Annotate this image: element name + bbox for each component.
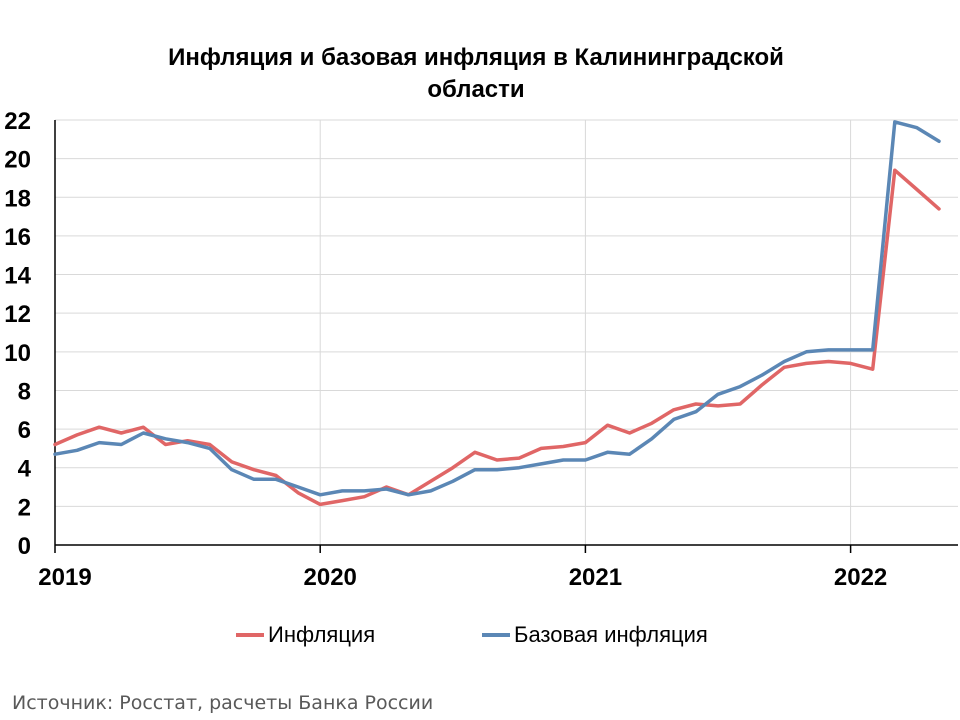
legend-swatch-core-inflation — [482, 633, 510, 637]
y-tick-label: 12 — [4, 301, 31, 328]
y-tick-label: 10 — [4, 340, 31, 367]
chart-title-line1: Инфляция и базовая инфляция в Калинингра… — [168, 44, 784, 71]
legend-item-core-inflation: Базовая инфляция — [482, 622, 708, 648]
legend-label-inflation: Инфляция — [268, 622, 376, 647]
y-tick-label: 18 — [4, 185, 31, 212]
y-tick-label: 20 — [4, 147, 31, 174]
chart-title-line2: области — [427, 76, 525, 103]
y-tick-label: 8 — [18, 378, 31, 405]
chart-title: Инфляция и базовая инфляция в Калинингра… — [0, 42, 952, 106]
y-tick-label: 22 — [4, 108, 31, 135]
y-tick-label: 2 — [18, 494, 31, 521]
series-line-core-inflation — [53, 120, 941, 497]
x-tick-label: 2020 — [304, 564, 357, 591]
y-tick-label: 6 — [18, 417, 31, 444]
legend: Инфляция Базовая инфляция — [0, 622, 960, 652]
legend-item-inflation: Инфляция — [236, 622, 375, 648]
x-tick-label: 2019 — [38, 564, 91, 591]
legend-label-core-inflation: Базовая инфляция — [514, 622, 708, 647]
x-tick-label: 2022 — [834, 564, 887, 591]
y-tick-label: 16 — [4, 224, 31, 251]
y-tick-label: 14 — [4, 263, 31, 290]
x-tick-label: 2021 — [569, 564, 622, 591]
source-note: Источник: Росстат, расчеты Банка России — [12, 692, 434, 714]
legend-swatch-inflation — [236, 633, 264, 637]
y-tick-label: 4 — [18, 456, 32, 483]
y-tick-label: 0 — [18, 533, 31, 560]
series-line-inflation — [53, 168, 941, 507]
